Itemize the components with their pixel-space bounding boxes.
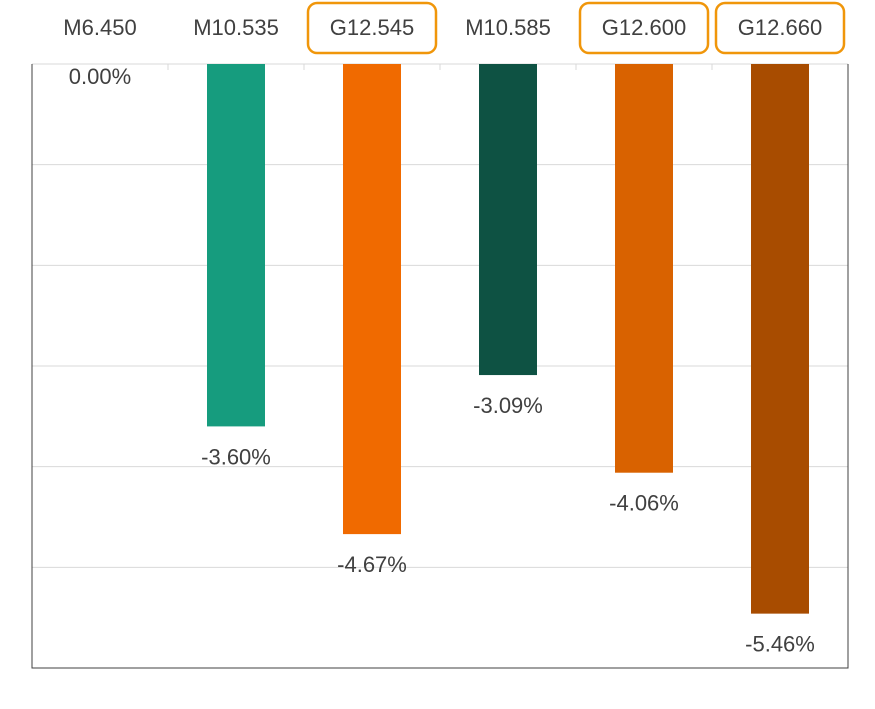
data-label: -3.09% [473,393,543,418]
category-label: M6.450 [63,15,136,40]
category-highlight-box [306,1,438,55]
category-highlight-box [578,1,710,55]
bar-M10.535 [207,64,265,427]
data-label: -3.60% [201,444,271,469]
category-label: G12.545 [330,15,414,40]
category-label: M10.535 [193,15,279,40]
data-label: 0.00% [69,64,131,89]
data-label: -5.46% [745,632,815,657]
bar-G12.545 [343,64,401,535]
category-label: G12.660 [738,15,822,40]
data-label: -4.06% [609,491,679,516]
plot-border [31,64,849,669]
category-highlight-box [714,1,846,55]
category-label: M10.585 [465,15,551,40]
bar-G12.600 [615,64,673,473]
bar-G12.660 [751,64,809,614]
category-label: G12.600 [602,15,686,40]
data-label: -4.67% [337,552,407,577]
bar-M10.585 [479,64,537,376]
